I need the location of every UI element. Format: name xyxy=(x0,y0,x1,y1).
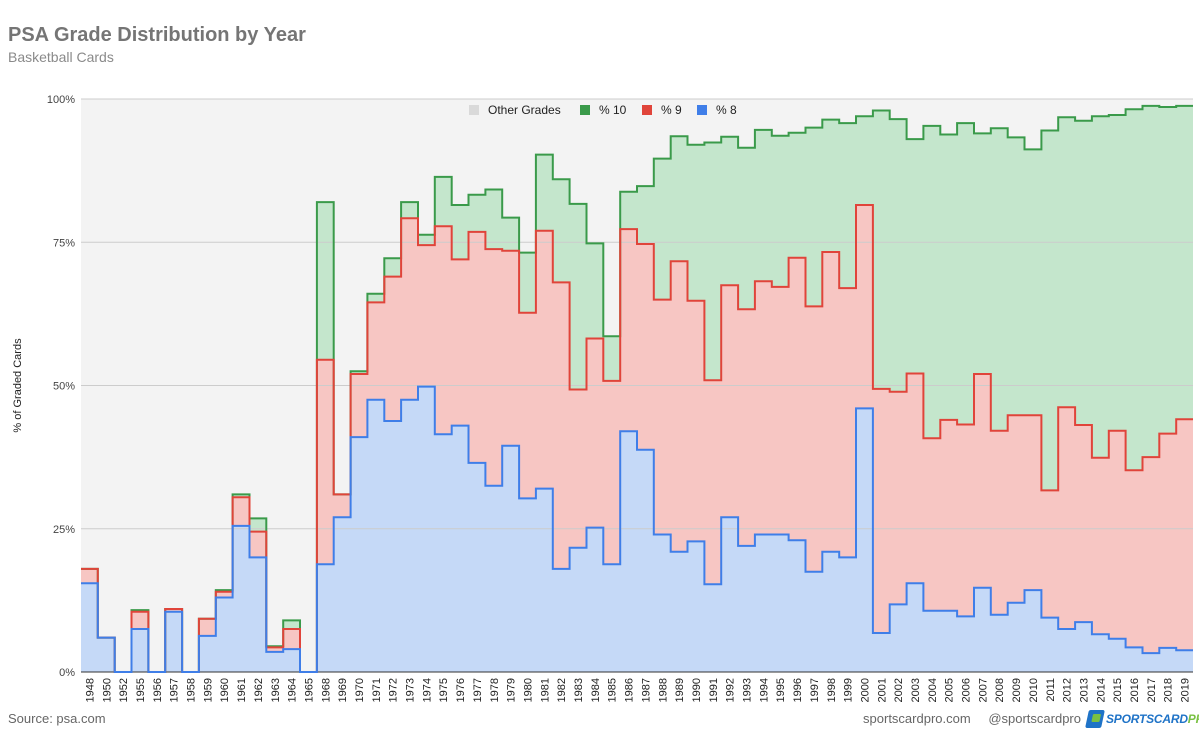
grade-distribution-chart: 0% 25% 50% 75% 100% 1948 1950 1952 1955 1956 1957 1… xyxy=(12,94,1193,702)
x-tick-label: 1964 xyxy=(287,678,299,702)
x-tick-label: 1978 xyxy=(489,678,501,702)
y-tick-label: 0% xyxy=(59,667,75,679)
x-tick-label: 1983 xyxy=(573,678,585,702)
y-tick-label: 75% xyxy=(53,237,75,249)
x-tick-label: 2013 xyxy=(1079,678,1091,702)
y-axis-title: % of Graded Cards xyxy=(12,338,24,433)
x-tick-label: 2014 xyxy=(1095,678,1107,702)
x-tick-label: 1957 xyxy=(169,678,181,702)
chart-title: PSA Grade Distribution by Year xyxy=(8,24,306,46)
source-note: Source: psa.com xyxy=(8,711,106,726)
x-tick-label: 1965 xyxy=(304,678,316,702)
x-tick-label: 2010 xyxy=(1028,678,1040,702)
x-tick-label: 1988 xyxy=(657,678,669,702)
x-tick-label: 1974 xyxy=(421,678,433,702)
logo-icon xyxy=(1085,710,1105,728)
x-tick-label: 1958 xyxy=(186,678,198,702)
series-8-area xyxy=(81,386,1193,672)
logo-text: SPORTSCARDPRO xyxy=(1106,712,1199,726)
x-tick-label: 1998 xyxy=(826,678,838,702)
y-tick-label: 50% xyxy=(53,381,75,393)
x-tick-label: 1993 xyxy=(742,678,754,702)
legend-label: % 9 xyxy=(661,103,682,117)
twitter-handle[interactable]: @sportscardpro xyxy=(988,711,1081,726)
x-tick-label: 1973 xyxy=(405,678,417,702)
x-tick-label: 1962 xyxy=(253,678,265,702)
x-tick-label: 2003 xyxy=(910,678,922,702)
x-tick-label: 1971 xyxy=(371,678,383,702)
sportscardpro-logo[interactable]: SPORTSCARDPRO xyxy=(1085,709,1199,729)
x-tick-label: 1984 xyxy=(590,678,602,702)
x-tick-label: 1989 xyxy=(674,678,686,702)
x-tick-label: 1982 xyxy=(556,678,568,702)
y-tick-label: 25% xyxy=(53,524,75,536)
x-tick-label: 1963 xyxy=(270,678,282,702)
series-8-line xyxy=(81,385,1193,673)
x-tick-label: 1976 xyxy=(455,678,467,702)
x-tick-label: 1991 xyxy=(708,678,720,702)
x-tick-label: 1955 xyxy=(135,678,147,702)
x-tick-label: 1968 xyxy=(320,678,332,702)
legend-label: % 10 xyxy=(599,103,627,117)
x-tick-label: 2002 xyxy=(893,678,905,702)
x-tick-label: 1981 xyxy=(539,678,551,702)
x-tick-label: 2016 xyxy=(1129,678,1141,702)
x-tick-label: 1990 xyxy=(691,678,703,702)
x-tick-label: 1972 xyxy=(388,678,400,702)
x-tick-label: 1995 xyxy=(775,678,787,702)
x-tick-label: 1961 xyxy=(236,678,248,702)
footer-credits: sportscardpro.com @sportscardpro xyxy=(849,711,1081,726)
x-tick-label: 1950 xyxy=(101,678,113,702)
x-tick-label: 2017 xyxy=(1146,678,1158,702)
x-tick-label: 1948 xyxy=(84,678,96,702)
x-tick-label: 1986 xyxy=(624,678,636,702)
x-tick-label: 2006 xyxy=(961,678,973,702)
x-tick-label: 1956 xyxy=(152,678,164,702)
x-tick-label: 1952 xyxy=(118,678,130,702)
x-tick-label: 1979 xyxy=(506,678,518,702)
chart-subtitle: Basketball Cards xyxy=(8,49,114,65)
x-tick-label: 1999 xyxy=(843,678,855,702)
legend-swatch xyxy=(580,105,590,115)
x-tick-label: 1969 xyxy=(337,678,349,702)
x-tick-label: 2015 xyxy=(1112,678,1124,702)
series-10-area xyxy=(81,105,1193,672)
x-tick-label: 2018 xyxy=(1163,678,1175,702)
x-tick-label: 1992 xyxy=(725,678,737,702)
y-tick-label: 100% xyxy=(47,94,75,106)
x-tick-label: 2005 xyxy=(944,678,956,702)
x-tick-label: 1996 xyxy=(792,678,804,702)
legend-label: Other Grades xyxy=(488,103,561,117)
site-link[interactable]: sportscardpro.com xyxy=(863,711,971,726)
x-tick-label: 1959 xyxy=(202,678,214,702)
x-tick-label: 1977 xyxy=(472,678,484,702)
x-tick-label: 1985 xyxy=(607,678,619,702)
legend-label: % 8 xyxy=(716,103,737,117)
x-tick-label: 1960 xyxy=(219,678,231,702)
x-tick-label: 2000 xyxy=(860,678,872,702)
legend-swatch xyxy=(697,105,707,115)
x-tick-label: 1970 xyxy=(354,678,366,702)
x-tick-label: 2004 xyxy=(927,678,939,702)
x-tick-label: 2012 xyxy=(1062,678,1074,702)
x-tick-label: 2011 xyxy=(1045,678,1057,702)
x-tick-label: 1997 xyxy=(809,678,821,702)
x-tick-label: 1980 xyxy=(523,678,535,702)
x-tick-label: 1994 xyxy=(758,678,770,702)
x-tick-label: 2009 xyxy=(1011,678,1023,702)
x-tick-label: 1975 xyxy=(438,678,450,702)
x-tick-label: 2019 xyxy=(1180,678,1192,702)
x-tick-label: 1987 xyxy=(640,678,652,702)
legend-swatch xyxy=(469,105,479,115)
x-tick-label: 2008 xyxy=(994,678,1006,702)
x-tick-label: 2001 xyxy=(876,678,888,702)
x-tick-label: 2007 xyxy=(977,678,989,702)
legend-swatch xyxy=(642,105,652,115)
